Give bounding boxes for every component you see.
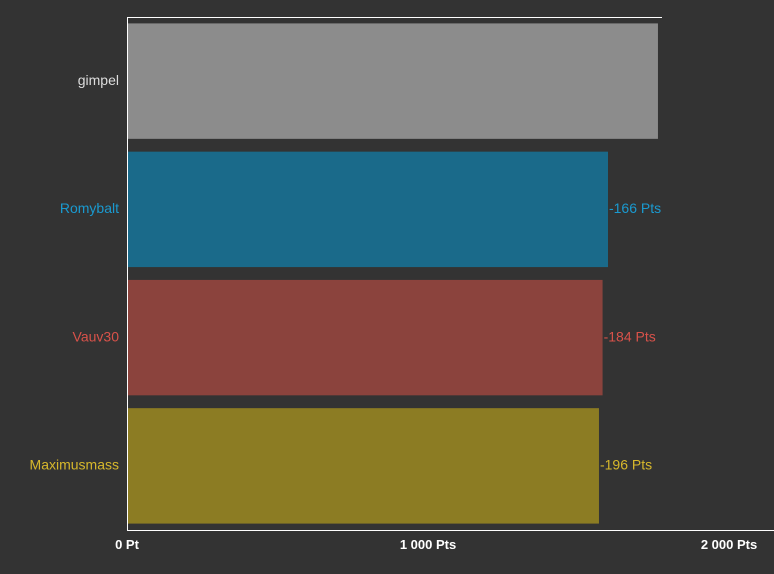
category-label: gimpel [78,72,119,88]
data-label: -166 Pts [609,200,661,216]
category-label: Maximusmass [30,457,119,473]
x-tick-label: 1 000 Pts [400,537,456,552]
x-tick-label: 2 000 Pts [701,537,757,552]
bar-romybalt [127,151,608,268]
bar-gimpel [127,23,658,139]
bar-vauv30 [127,279,603,396]
x-tick-label: 0 Pt [115,537,140,552]
bar-maximusmass [127,408,599,524]
value-labels: -166 Pts -184 Pts -196 Pts [600,200,661,473]
category-label: Romybalt [60,200,119,216]
category-label: Vauv30 [73,328,120,344]
bars-group [127,23,658,524]
category-labels: gimpel Romybalt Vauv30 Maximusmass [30,72,120,473]
data-label: -196 Pts [600,457,652,473]
x-tick-labels: 0 Pt 1 000 Pts 2 000 Pts [115,537,757,552]
data-label: -184 Pts [604,328,656,344]
